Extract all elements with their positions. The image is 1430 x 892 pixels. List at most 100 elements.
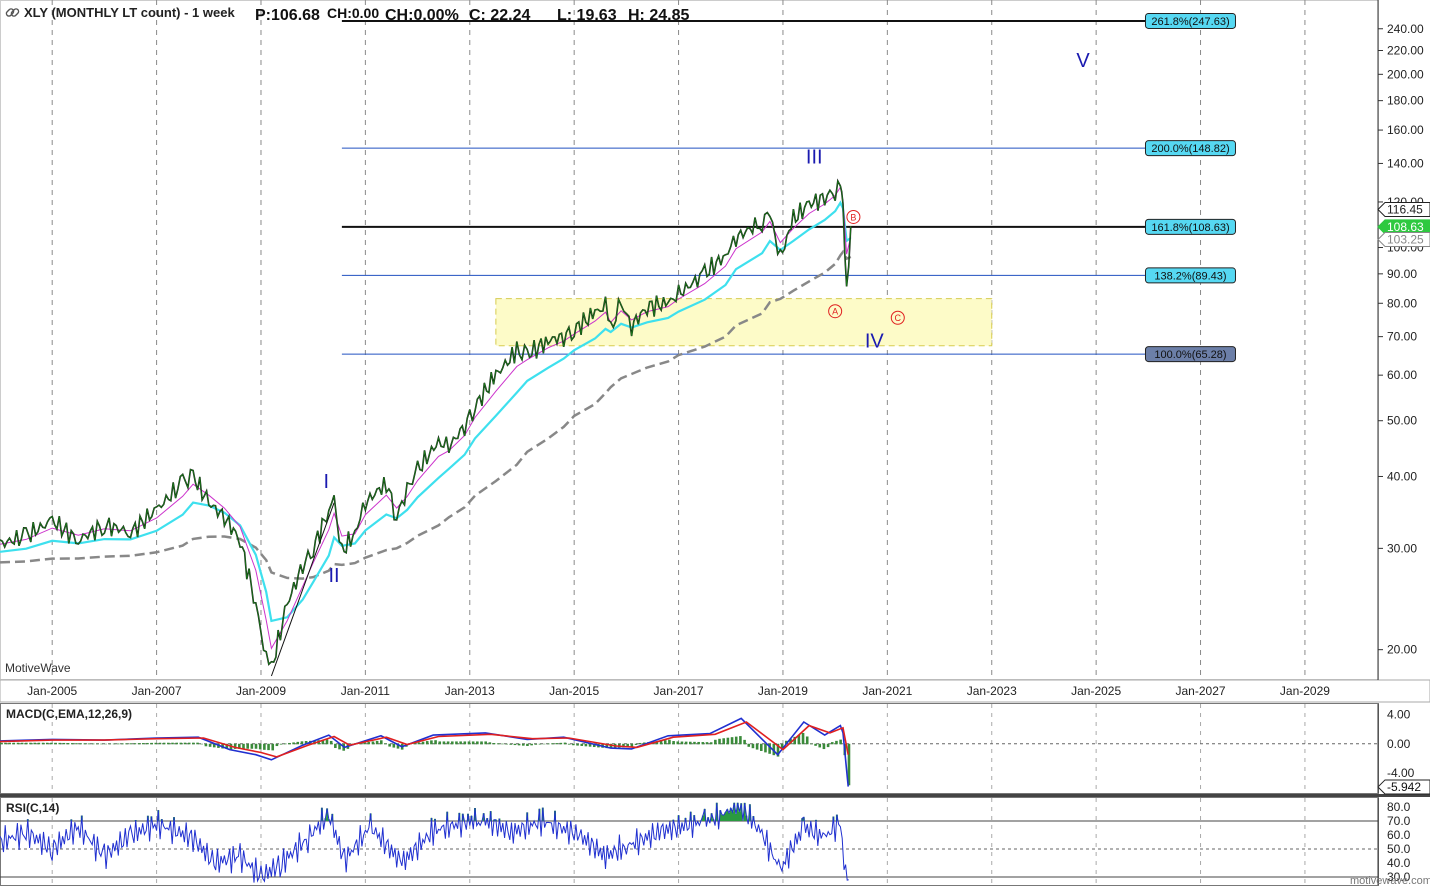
macd-histogram-bar bbox=[175, 742, 178, 745]
x-tick-label: Jan-2025 bbox=[1071, 684, 1121, 698]
macd-histogram-bar bbox=[496, 743, 500, 745]
macd-histogram-bar bbox=[605, 743, 609, 749]
macd-histogram-bar bbox=[830, 742, 834, 745]
rsi-y-tick-label: 40.0 bbox=[1387, 856, 1411, 870]
macd-y-tick-label: 0.00 bbox=[1387, 737, 1411, 751]
macd-histogram-bar bbox=[300, 741, 304, 745]
macd-histogram-bar bbox=[726, 737, 730, 745]
macd-histogram-bar bbox=[567, 743, 571, 745]
macd-histogram-bar bbox=[471, 741, 475, 745]
price-series-layer bbox=[0, 178, 852, 677]
watermark: MotiveWave bbox=[5, 661, 71, 675]
macd-histogram-bar bbox=[66, 743, 70, 745]
macd-histogram-bar bbox=[183, 742, 187, 745]
macd-histogram-bar bbox=[100, 743, 103, 745]
macd-histogram-bar bbox=[91, 743, 95, 745]
macd-histogram-bar bbox=[96, 743, 99, 745]
macd-histogram-bar bbox=[747, 743, 751, 747]
macd-histogram-bar bbox=[576, 743, 579, 746]
macd-histogram-bar bbox=[517, 743, 521, 746]
macd-histogram-bar bbox=[242, 743, 245, 749]
footer-site: motivewave.com bbox=[1350, 875, 1430, 887]
macd-histogram-bar bbox=[137, 743, 141, 745]
macd-histogram-bar bbox=[25, 742, 28, 745]
macd-histogram-bar bbox=[83, 743, 87, 745]
macd-histogram-bar bbox=[108, 743, 112, 745]
fib-level-label: 100.0%(65.28) bbox=[1154, 349, 1226, 361]
macd-histogram-bar bbox=[379, 740, 383, 745]
macd-histogram-bar bbox=[459, 741, 462, 745]
macd-histogram-bar bbox=[129, 743, 133, 745]
macd-histogram-bar bbox=[655, 741, 659, 745]
macd-histogram-bar bbox=[559, 742, 563, 745]
macd-histogram-bar bbox=[663, 740, 667, 745]
fib-level-label: 138.2%(89.43) bbox=[1154, 270, 1226, 282]
x-tick-label: Jan-2015 bbox=[549, 684, 599, 698]
y-tick-label: 180.00 bbox=[1387, 94, 1424, 108]
wave-label: V bbox=[1076, 50, 1090, 72]
macd-histogram-bar bbox=[167, 742, 170, 745]
macd-histogram-bar bbox=[701, 742, 705, 745]
macd-histogram-bar bbox=[54, 742, 57, 745]
macd-histogram-bar bbox=[672, 741, 675, 745]
y-tick-label: 20.00 bbox=[1387, 643, 1417, 657]
macd-histogram-bar bbox=[676, 741, 680, 745]
macd-histogram-bar bbox=[555, 743, 558, 745]
macd-histogram-bar bbox=[785, 740, 788, 745]
macd-histogram-bar bbox=[609, 743, 613, 749]
macd-histogram-bar bbox=[421, 741, 425, 745]
macd-histogram-bar bbox=[814, 743, 817, 746]
y-tick-label: 70.00 bbox=[1387, 330, 1417, 344]
macd-line bbox=[0, 717, 849, 787]
macd-histogram-bar bbox=[630, 743, 634, 747]
macd-y-tick-label: -4.00 bbox=[1387, 766, 1415, 780]
close-readout: C: 22.24 bbox=[469, 7, 530, 24]
link-icon[interactable] bbox=[5, 8, 20, 17]
macd-histogram-bar bbox=[521, 743, 525, 746]
macd-histogram-bar bbox=[212, 743, 216, 748]
macd-histogram-bar bbox=[476, 741, 479, 745]
macd-histogram-bar bbox=[158, 742, 162, 745]
x-tick-label: Jan-2009 bbox=[236, 684, 286, 698]
macd-histogram-bar bbox=[772, 743, 776, 756]
macd-histogram-bar bbox=[822, 743, 826, 750]
macd-histogram-bar bbox=[714, 739, 717, 745]
macd-histogram-bar bbox=[375, 740, 379, 745]
price-readout: P:106.68 bbox=[255, 7, 320, 24]
y-tick-label: 200.00 bbox=[1387, 67, 1424, 81]
macd-histogram-bar bbox=[392, 743, 396, 748]
macd-histogram-bar bbox=[41, 742, 45, 745]
macd-histogram-bar bbox=[488, 742, 492, 745]
y-tick-label: 60.00 bbox=[1387, 368, 1417, 382]
macd-histogram-bar bbox=[438, 741, 442, 745]
macd-histogram-bar bbox=[50, 742, 53, 745]
rsi-y-tick-label: 30.0 bbox=[1387, 870, 1411, 884]
y-tick-label: 220.00 bbox=[1387, 44, 1424, 58]
y-tick-label: 90.00 bbox=[1387, 267, 1417, 281]
macd-histogram-bar bbox=[79, 743, 82, 745]
macd-histogram-bar bbox=[430, 740, 433, 745]
macd-histogram-bar bbox=[8, 742, 11, 745]
y-tick-label: 40.00 bbox=[1387, 469, 1417, 483]
macd-histogram-bar bbox=[450, 741, 454, 745]
macd-histogram-bar bbox=[20, 742, 24, 745]
macd-histogram-bar bbox=[62, 742, 66, 745]
wave-label-circled: B bbox=[850, 212, 856, 222]
y-tick-label: 30.00 bbox=[1387, 541, 1417, 555]
macd-histogram-bar bbox=[367, 742, 371, 745]
macd-histogram-bar bbox=[730, 737, 734, 745]
rsi-y-tick-label: 80.0 bbox=[1387, 800, 1411, 814]
wave-circle bbox=[828, 304, 843, 319]
macd-y-tick-label: 4.00 bbox=[1387, 708, 1411, 722]
header-bar: XLY (MONTHLY LT count) - 1 week P:106.68… bbox=[5, 5, 689, 24]
macd-histogram-bar bbox=[267, 743, 270, 751]
macd-histogram-bar bbox=[434, 740, 437, 745]
macd-title: MACD(C,EMA,12,26,9) bbox=[6, 707, 132, 721]
macd-histogram-bar bbox=[250, 743, 254, 749]
macd-histogram-bar bbox=[572, 743, 575, 746]
fib-level-label: 161.8%(108.63) bbox=[1151, 222, 1229, 234]
macd-histogram-bar bbox=[325, 739, 329, 745]
macd-histogram-bar bbox=[425, 741, 429, 745]
